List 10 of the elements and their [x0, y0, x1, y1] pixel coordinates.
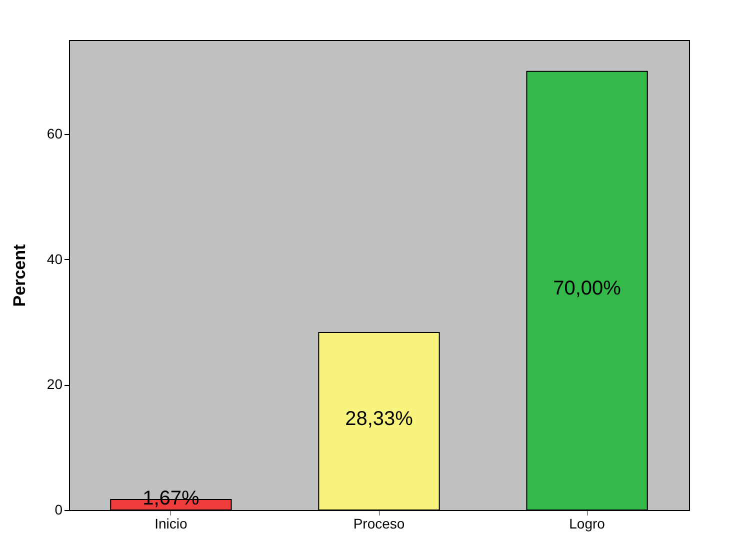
x-tick-label: Proceso	[353, 516, 405, 532]
y-axis-title: Percent	[10, 244, 29, 307]
y-tick-label: 60	[46, 126, 63, 142]
data-label: 28,33%	[345, 408, 414, 430]
y-tick-label: 0	[54, 502, 63, 518]
x-tick-label: Inicio	[154, 516, 188, 532]
data-label: 70,00%	[553, 278, 622, 300]
y-tick-label: 40	[46, 250, 63, 267]
y-tick-label: 20	[46, 376, 63, 392]
x-tick-label: Logro	[569, 516, 606, 532]
